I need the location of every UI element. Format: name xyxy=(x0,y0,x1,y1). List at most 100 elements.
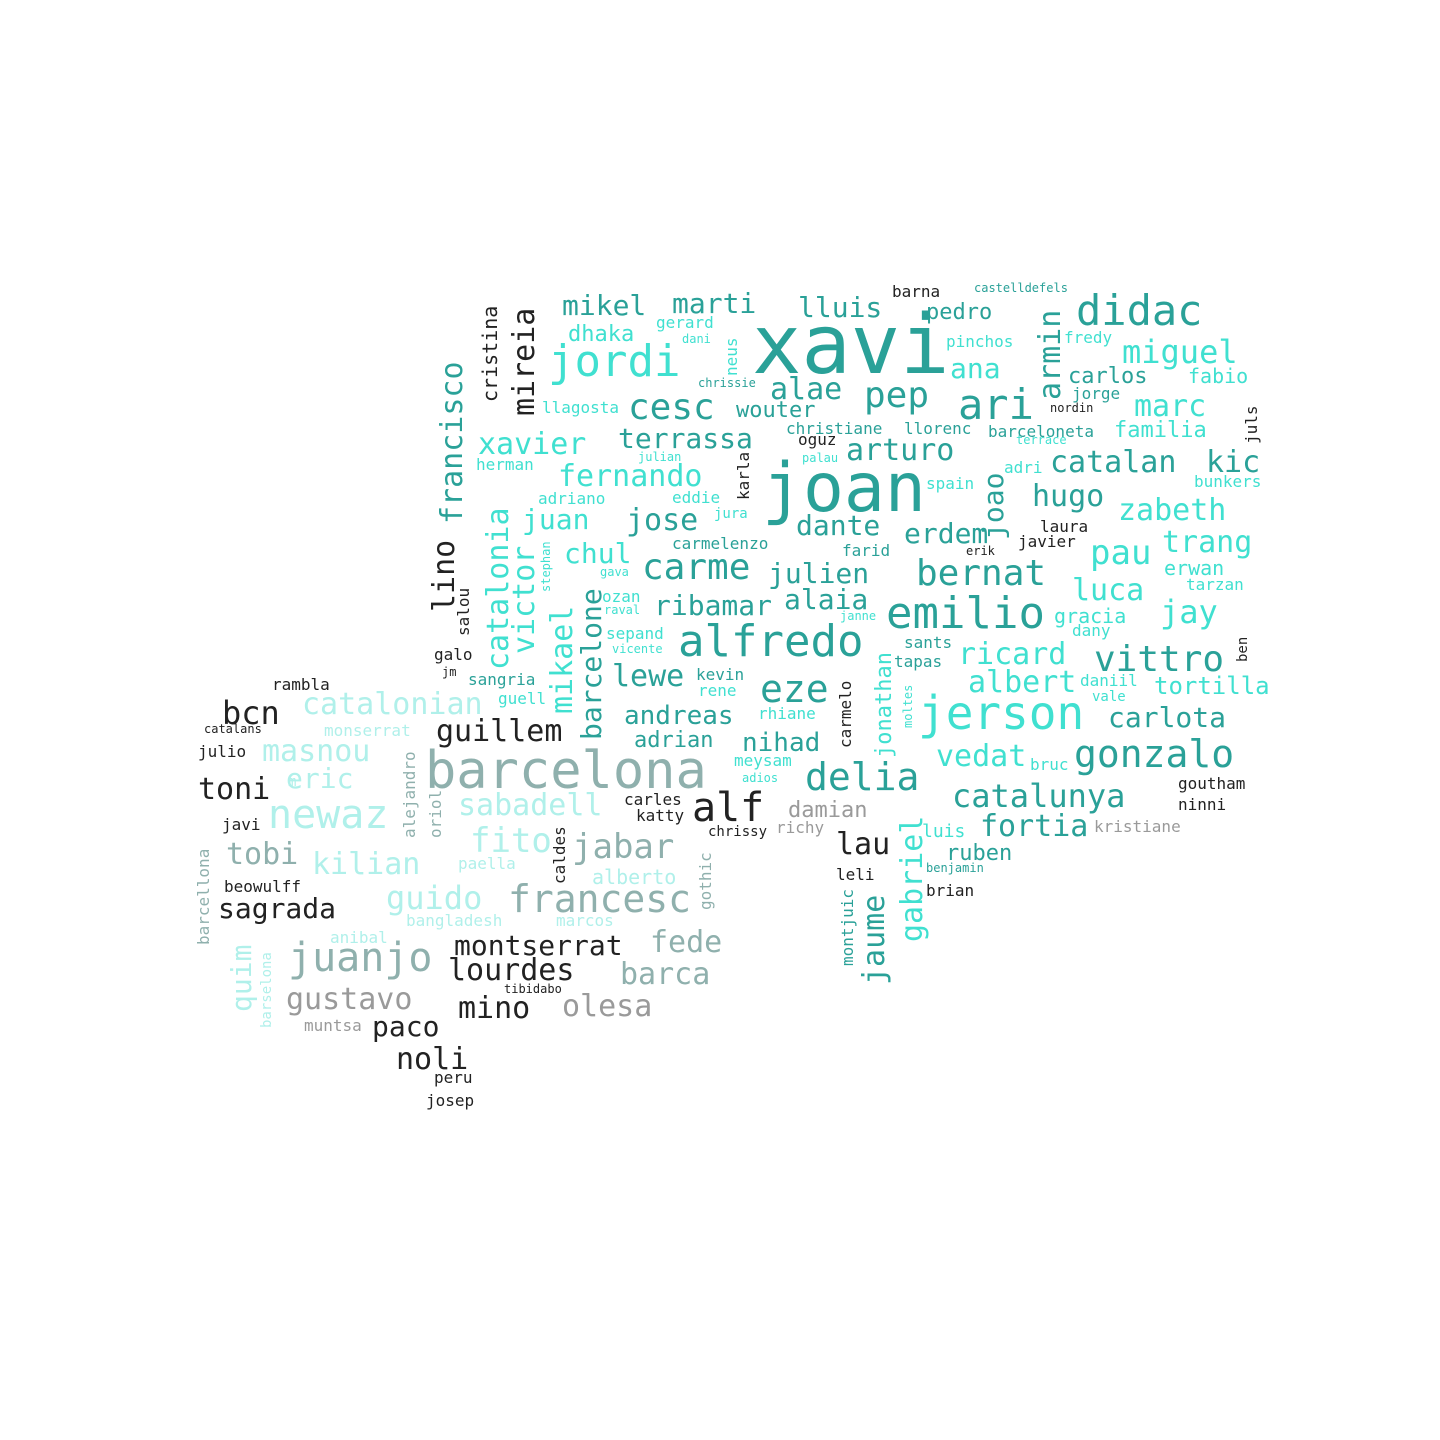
word-erdem: erdem xyxy=(904,517,989,550)
word-adriano: adriano xyxy=(538,489,606,508)
word-pedro: pedro xyxy=(926,300,993,325)
word-juanjo: juanjo xyxy=(288,935,433,981)
word-galo: galo xyxy=(434,645,473,664)
word-farid: farid xyxy=(842,541,891,560)
word-laura: laura xyxy=(1040,517,1089,536)
word-pep: pep xyxy=(864,375,930,416)
word-delia: delia xyxy=(805,755,920,799)
word-victor: victor xyxy=(507,545,542,654)
word-dani: dani xyxy=(682,332,711,346)
word-luis: luis xyxy=(922,821,966,842)
word-herman: herman xyxy=(476,455,534,474)
word-spain: spain xyxy=(926,474,975,493)
word-sabadell: sabadell xyxy=(458,788,603,823)
word-julio: julio xyxy=(198,742,247,761)
word-javi: javi xyxy=(222,815,261,834)
word-francisco: francisco xyxy=(435,361,470,524)
word-josep: josep xyxy=(426,1091,475,1110)
word-montjuic: montjuic xyxy=(838,888,857,966)
word-paco: paco xyxy=(372,1010,440,1043)
word-chrissy: chrissy xyxy=(708,824,768,840)
word-pau: pau xyxy=(1090,533,1152,573)
word-jaume: jaume xyxy=(857,894,892,985)
word-ari: ari xyxy=(958,380,1034,429)
word-gonzalo: gonzalo xyxy=(1074,732,1235,776)
word-janne: janne xyxy=(840,609,877,623)
word-wouter: wouter xyxy=(736,398,816,423)
word-vicente: vicente xyxy=(612,642,663,656)
word-alejandro: alejandro xyxy=(400,751,419,838)
word-mireia: mireia xyxy=(507,307,542,416)
word-guell: guell xyxy=(498,689,547,708)
word-adrian: adrian xyxy=(634,728,714,753)
word-fabio: fabio xyxy=(1188,364,1249,388)
word-julian: julian xyxy=(638,450,682,464)
word-katty: katty xyxy=(636,806,685,825)
word-damian: damian xyxy=(788,798,868,823)
word-moltes: moltes xyxy=(901,684,915,728)
word-nihad: nihad xyxy=(742,728,821,758)
word-gabriel: gabriel xyxy=(895,815,930,942)
word-gerard: gerard xyxy=(656,313,714,332)
word-gothic: gothic xyxy=(696,852,715,910)
word-jorge: jorge xyxy=(1072,384,1121,403)
word-daniil: daniil xyxy=(1080,671,1138,690)
word-kristiane: kristiane xyxy=(1094,817,1181,836)
word-jerson: jerson xyxy=(918,686,1085,740)
word-leli: leli xyxy=(836,865,875,884)
word-sangria: sangria xyxy=(468,670,536,689)
word-adios: adios xyxy=(742,771,779,785)
word-gustavo: gustavo xyxy=(286,982,413,1017)
word-muntsa: muntsa xyxy=(304,1016,362,1035)
word-andreas: andreas xyxy=(624,701,734,731)
word-rene: rene xyxy=(698,681,737,700)
word-newaz: newaz xyxy=(268,792,389,838)
word-vale: vale xyxy=(1092,689,1126,705)
word-noli: noli xyxy=(396,1042,469,1077)
word-paella: paella xyxy=(458,854,516,873)
word-oriol: oriol xyxy=(426,789,445,838)
word-barceloneta: barceloneta xyxy=(988,422,1094,441)
word-eze: eze xyxy=(760,667,829,711)
word-jm: jm xyxy=(442,665,457,679)
word-llagosta: llagosta xyxy=(542,398,620,417)
word-bcn: bcn xyxy=(222,694,280,732)
word-kilian: kilian xyxy=(312,847,421,882)
word-eddie: eddie xyxy=(672,488,721,507)
word-sepand: sepand xyxy=(606,624,664,643)
word-bunkers: bunkers xyxy=(1194,472,1262,491)
word-catalan: catalan xyxy=(1050,445,1177,480)
word-olesa: olesa xyxy=(562,989,653,1024)
word-carmelo: carmelo xyxy=(836,680,855,748)
word-christiane: christiane xyxy=(786,419,883,438)
word-arturo: arturo xyxy=(846,433,955,468)
word-lewe: lewe xyxy=(612,659,685,694)
word-tapas: tapas xyxy=(894,652,943,671)
word-chul: chul xyxy=(564,537,632,570)
word-bernat: bernat xyxy=(916,553,1047,594)
word-lau: lau xyxy=(836,827,891,862)
word-ben: ben xyxy=(1235,636,1251,662)
word-carme: carme xyxy=(642,547,751,588)
word-zabeth: zabeth xyxy=(1118,493,1227,528)
word-masnou: masnou xyxy=(262,734,371,769)
word-barca: barca xyxy=(620,957,711,992)
word-carlos: carlos xyxy=(1068,364,1148,389)
word-francesc: francesc xyxy=(508,877,692,921)
word-jonathan: jonathan xyxy=(872,652,897,758)
word-alfredo: alfredo xyxy=(678,616,864,667)
word-caldes: caldes xyxy=(550,826,569,884)
word-marcos: marcos xyxy=(556,911,614,930)
word-cesc: cesc xyxy=(628,387,715,428)
word-ricard: ricard xyxy=(958,637,1067,672)
word-castelldefels: castelldefels xyxy=(974,281,1068,295)
word-oguz: oguz xyxy=(798,430,837,449)
word-mikael: mikael xyxy=(545,605,580,714)
word-rhiane: rhiane xyxy=(758,704,816,723)
word-tobi: tobi xyxy=(226,837,299,872)
word-julien: julien xyxy=(768,557,870,590)
word-dany: dany xyxy=(1072,621,1111,640)
word-adri: adri xyxy=(1004,458,1043,477)
word-raval: raval xyxy=(604,603,641,617)
word-xavi: xavi xyxy=(752,298,950,393)
